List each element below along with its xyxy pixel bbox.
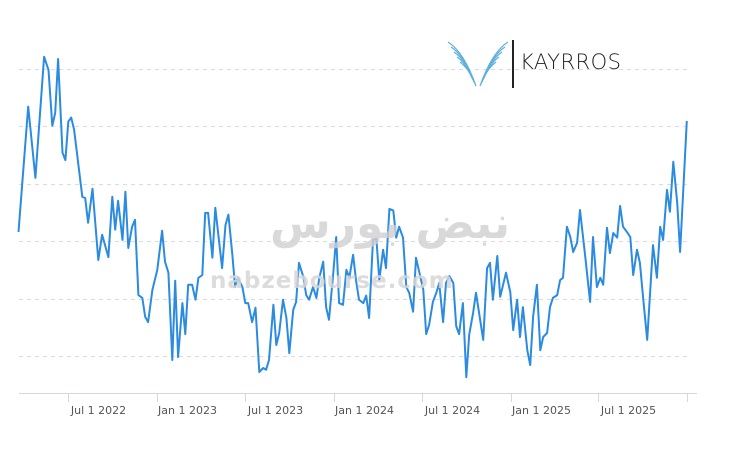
x-tick-label: Jul 1 2023: [247, 404, 303, 417]
wings-icon: [447, 41, 509, 87]
series-line: [17, 55, 688, 379]
logo-text: KAYRROS: [520, 50, 622, 74]
logo-divider: [512, 40, 514, 88]
x-tick-label: Jul 1 2025: [600, 404, 656, 417]
x-tick-label: Jan 1 2025: [511, 404, 571, 417]
watermark-latin: nabzebourse.com: [210, 268, 454, 294]
x-tick-label: Jul 1 2022: [70, 404, 126, 417]
x-tick-label: Jul 1 2024: [424, 404, 480, 417]
watermark-arabic: نبض بورس: [270, 198, 510, 249]
x-axis: Jul 1 2022 Jan 1 2023 Jul 1 2023 Jan 1 2024…: [19, 393, 697, 417]
x-tick-label: Jan 1 2023: [157, 404, 217, 417]
x-tick-label: Jan 1 2024: [334, 404, 394, 417]
series: [17, 55, 688, 379]
kayrros-logo: KAYRROS: [446, 38, 626, 90]
